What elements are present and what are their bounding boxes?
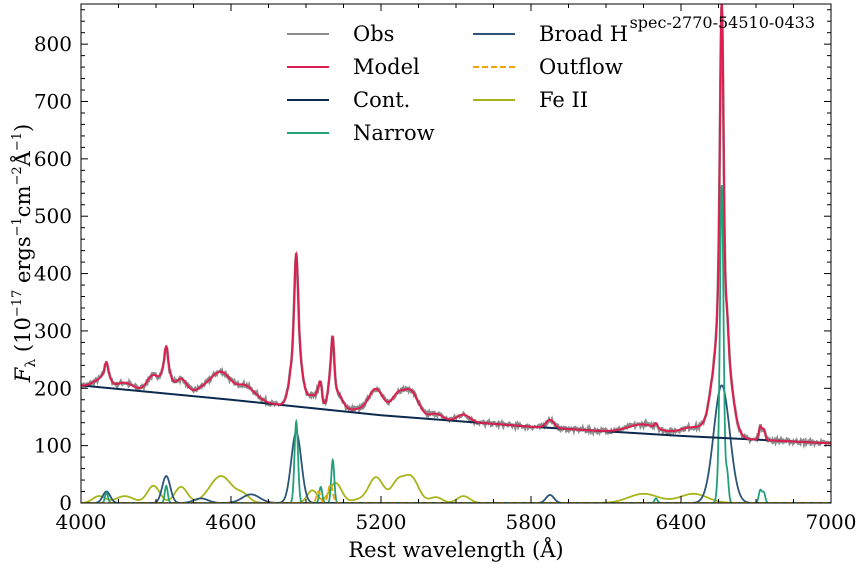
y-tick-label: 200 <box>34 376 72 400</box>
series-continuum <box>81 384 831 445</box>
x-tick-label: 4000 <box>56 510 107 534</box>
legend: Obs Model Cont. Narrow Broad H Outflow Fe II <box>287 22 628 145</box>
series-model <box>81 4 831 445</box>
spectrum-id-annotation: spec-2770-54510-0433 <box>630 13 815 32</box>
legend-item-obs: Obs <box>287 22 394 46</box>
legend-item-fe-ii: Fe II <box>473 88 588 112</box>
y-axis-title: Fλ (10−17 ergs−1cm−2Å−1) <box>10 124 39 383</box>
y-tick-label: 800 <box>34 32 72 56</box>
legend-item-outflow: Outflow <box>473 55 623 79</box>
x-tick-label: 7000 <box>806 510 856 534</box>
x-tick-label: 5800 <box>506 510 557 534</box>
y-tick-label: 0 <box>59 491 72 515</box>
axis-tick-labels: 4000 4600 5200 5800 6400 7000 0 100 200 300 400 500… <box>34 32 856 534</box>
x-axis-title: Rest wavelength (Å) <box>348 537 563 562</box>
legend-item-narrow: Narrow <box>287 121 435 145</box>
legend-label: Broad H <box>539 22 628 46</box>
legend-item-model: Model <box>287 55 420 79</box>
legend-label: Cont. <box>353 88 410 112</box>
series-broad-h <box>81 384 831 503</box>
y-tick-label: 500 <box>34 204 72 228</box>
y-tick-label: 100 <box>34 434 72 458</box>
y-tick-label: 300 <box>34 319 72 343</box>
legend-label: Fe II <box>539 88 588 112</box>
legend-label: Narrow <box>353 121 435 145</box>
legend-item-cont: Cont. <box>287 88 410 112</box>
x-tick-label: 4600 <box>206 510 257 534</box>
legend-label: Model <box>353 55 420 79</box>
y-tick-label: 700 <box>34 90 72 114</box>
y-tick-label: 400 <box>34 262 72 286</box>
x-tick-label: 6400 <box>656 510 707 534</box>
x-tick-label: 5200 <box>356 510 407 534</box>
legend-label: Obs <box>353 22 394 46</box>
axis-ticks <box>80 4 832 504</box>
y-tick-label: 600 <box>34 147 72 171</box>
legend-item-broad-h: Broad H <box>473 22 628 46</box>
legend-label: Outflow <box>539 55 623 79</box>
